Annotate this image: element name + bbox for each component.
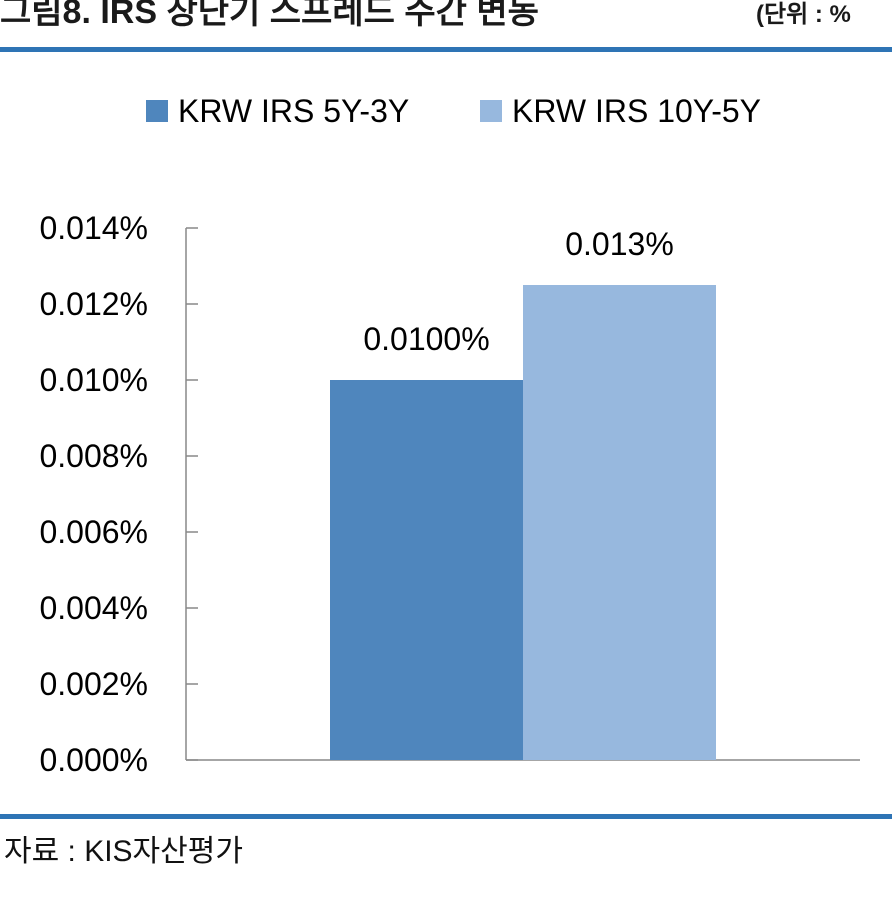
legend-label-2: KRW IRS 10Y-5Y (512, 93, 761, 129)
y-tick-label: 0.014% (39, 210, 148, 246)
y-tick-label: 0.008% (39, 438, 148, 474)
data-label-series-1: 0.0100% (363, 321, 489, 357)
bottom-rule (0, 814, 892, 819)
y-tick-label: 0.000% (39, 742, 148, 778)
y-tick-label: 0.002% (39, 666, 148, 702)
y-tick-label: 0.006% (39, 514, 148, 550)
unit-note: (단위 : % (756, 1, 851, 28)
bar-series-1 (330, 380, 523, 760)
legend-swatch-2 (480, 100, 502, 122)
legend-label-1: KRW IRS 5Y-3Y (178, 93, 409, 129)
y-tick-label: 0.012% (39, 286, 148, 322)
figure-title: 그림8. IRS 장단기 스프레드 주간 변동 (0, 0, 539, 31)
bar-series-2 (523, 285, 716, 760)
figure-header: 그림8. IRS 장단기 스프레드 주간 변동 (단위 : % (0, 0, 892, 56)
top-rule (0, 47, 892, 52)
legend-swatch-1 (146, 100, 168, 122)
data-label-series-2: 0.013% (565, 226, 674, 262)
y-tick-label: 0.010% (39, 362, 148, 398)
source-note: 자료 : KIS자산평가 (4, 835, 243, 868)
bar-chart: KRW IRS 5Y-3Y KRW IRS 10Y-5Y 0.000% 0.002% 0… (39, 93, 860, 778)
y-tick-label: 0.004% (39, 590, 148, 626)
